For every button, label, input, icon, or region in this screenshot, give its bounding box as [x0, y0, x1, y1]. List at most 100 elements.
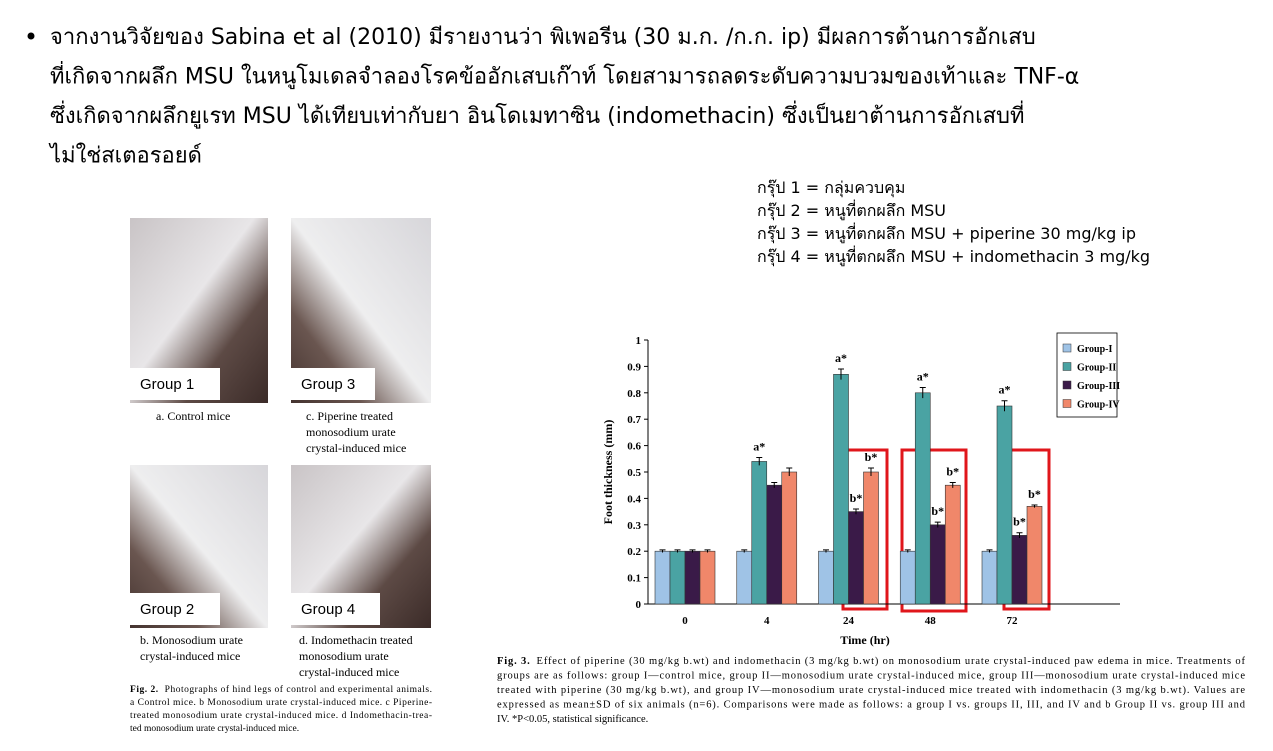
- error-bar: [919, 387, 926, 399]
- label-box: [130, 593, 220, 625]
- x-tick-label: 48: [925, 615, 937, 627]
- annotation: b*: [931, 504, 944, 518]
- caption-line: treated monosodium urate crystal-induced…: [130, 711, 432, 721]
- photo-caption: c. Piperine treated: [306, 409, 393, 423]
- photo-label: Group 4: [301, 601, 355, 618]
- paragraph-line: จากงานวิจัยของ Sabina et al (2010) มีราย…: [50, 25, 1036, 50]
- error-bar: [823, 549, 829, 553]
- group-legend: กรุ๊ป 1 = กลุ่มควบคุมกรุ๊ป 2 = หนูที่ตกผ…: [757, 178, 1150, 267]
- caption-line: a Control mice. b Monosodium urate cryst…: [130, 698, 432, 708]
- photo-caption: monosodium urate: [306, 425, 396, 439]
- x-tick-label: 24: [843, 615, 855, 627]
- annotation: a*: [835, 351, 847, 365]
- bullet: [27, 32, 35, 40]
- paragraph: จากงานวิจัยของ Sabina et al (2010) มีราย…: [48, 25, 1079, 169]
- caption-label: Fig. 2.: [130, 685, 158, 695]
- y-tick-label: 0: [636, 599, 642, 611]
- error-bar: [689, 549, 696, 553]
- error-bar: [853, 508, 859, 515]
- bar: [1011, 535, 1028, 605]
- caption-line: treated with piperine (30 mg/kg b.wt), a…: [497, 685, 1245, 696]
- bar: [654, 550, 671, 605]
- label-box: [291, 593, 380, 625]
- legend-line: กรุ๊ป 2 = หนูที่ตกผลึก MSU: [757, 199, 946, 221]
- bar: [818, 550, 834, 605]
- fig3-caption: Fig. 3. Effect of piperine (30 mg/kg b.wt…: [497, 656, 1246, 725]
- y-tick-label: 0.3: [627, 520, 641, 532]
- x-tick-label: 4: [764, 615, 770, 627]
- highlight-box: [900, 448, 968, 613]
- error-bar: [838, 368, 844, 380]
- caption-line: groups are as follows: group I—control m…: [497, 671, 1245, 682]
- y-tick-label: 0.9: [627, 361, 641, 373]
- y-tick-label: 0.6: [627, 441, 641, 453]
- legend-label: Group-IV: [1077, 400, 1120, 411]
- photo-caption: a. Control mice: [156, 409, 230, 423]
- error-bar: [1001, 400, 1008, 412]
- label-box: [291, 368, 375, 400]
- bar: [751, 461, 768, 605]
- bar: [944, 484, 961, 605]
- x-tick-label: 0: [682, 615, 688, 627]
- error-bar: [1016, 532, 1023, 538]
- bar: [736, 550, 753, 605]
- caption-label: Fig. 3.: [497, 656, 530, 667]
- bar: [781, 471, 798, 605]
- caption-text: treated with piperine (30 mg/kg b.wt), a…: [497, 685, 1245, 696]
- photo-labels: Group 1 a. Control mice Group 3 c. Piperine…: [130, 368, 413, 679]
- photo-label: Group 3: [301, 376, 355, 393]
- bar: [833, 374, 849, 605]
- legend-line: กรุ๊ป 1 = กลุ่มควบคุม: [757, 178, 905, 198]
- y-tick-label: 0.5: [627, 467, 641, 479]
- caption-text: Effect of piperine (30 mg/kg b.wt) and i…: [537, 656, 1246, 667]
- legend-label: Group-II: [1077, 363, 1116, 374]
- legend-swatch: [1062, 362, 1072, 371]
- photo-caption: d. Indomethacin treated: [299, 633, 413, 647]
- y-tick-label: 1: [636, 335, 642, 347]
- annotation: b*: [865, 450, 878, 464]
- paragraph-line: ซึ่งเกิดจากผลึกยูเรท MSU ได้เทียบเท่ากับ…: [50, 100, 1025, 129]
- y-tick-label: 0.8: [627, 388, 641, 400]
- error-bar: [904, 549, 911, 553]
- bar: [699, 550, 716, 605]
- legend-swatch: [1062, 380, 1072, 390]
- caption-text: a Control mice. b Monosodium urate cryst…: [130, 698, 432, 708]
- fig2-caption: Fig. 2. Photographs of hind legs of contr…: [130, 684, 432, 734]
- error-bar: [756, 456, 763, 466]
- label-box: [130, 368, 220, 400]
- error-bar: [741, 549, 748, 553]
- caption-line: Fig. 2. Photographs of hind legs of contr…: [130, 684, 432, 695]
- legend-swatch: [1062, 343, 1072, 353]
- error-bar: [659, 549, 666, 553]
- error-bar: [674, 549, 681, 553]
- annotation: a*: [999, 383, 1011, 397]
- annotation: b*: [946, 465, 959, 479]
- caption-text: ted monosodium urate crystal-induced mic…: [130, 724, 299, 734]
- error-bar: [1031, 504, 1038, 508]
- caption-text: Photographs of hind legs of control and …: [165, 684, 432, 695]
- legend-label: Group-III: [1077, 381, 1120, 392]
- bar: [981, 550, 998, 605]
- caption-text: expressed as mean±SD of six animals (n=6…: [497, 700, 1246, 711]
- legend-line: กรุ๊ป 3 = หนูที่ตกผลึก MSU + piperine 30…: [757, 222, 1136, 244]
- photos: [130, 218, 431, 628]
- caption-line: Fig. 3. Effect of piperine (30 mg/kg b.wt…: [497, 656, 1246, 667]
- y-tick-label: 0.2: [627, 546, 641, 558]
- caption-line: ted monosodium urate crystal-induced mic…: [130, 724, 299, 734]
- annotation: a*: [753, 439, 765, 453]
- photo-caption: monosodium urate: [299, 649, 389, 663]
- y-tick-label: 0.7: [627, 414, 641, 426]
- y-tick-label: 0.4: [627, 493, 641, 505]
- bar: [848, 511, 864, 605]
- caption-text: treated monosodium urate crystal-induced…: [130, 711, 432, 721]
- annotation: b*: [1013, 515, 1026, 529]
- photo-caption: crystal-induced mice: [140, 649, 240, 663]
- legend-swatch: [1062, 399, 1072, 408]
- caption-line: IV. *P<0.05, statistical significance.: [497, 714, 648, 725]
- photo-caption: crystal-induced mice: [299, 665, 399, 679]
- x-tick-label: 72: [1007, 615, 1019, 627]
- error-bar: [771, 482, 778, 488]
- caption-line: expressed as mean±SD of six animals (n=6…: [497, 700, 1246, 711]
- bar: [863, 471, 879, 605]
